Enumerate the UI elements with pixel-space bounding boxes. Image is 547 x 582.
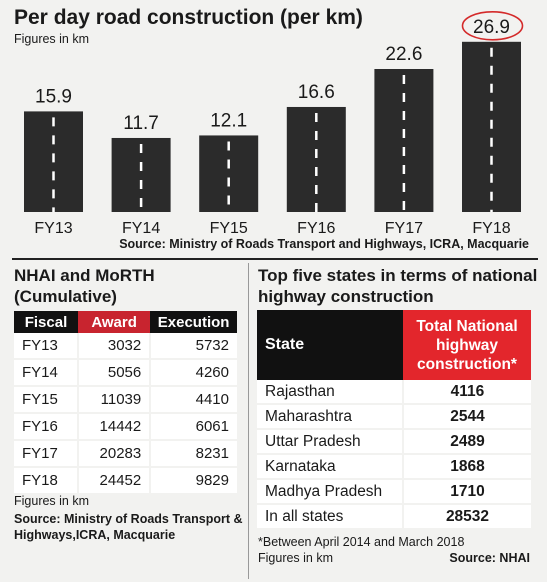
column-divider	[248, 263, 249, 579]
state-cell: Maharashtra	[257, 404, 403, 430]
table2-source: Source: NHAI	[449, 551, 530, 565]
fiscal-cell: FY13	[14, 333, 78, 360]
table1-header-execution: Execution	[150, 311, 237, 333]
table-row: Uttar Pradesh 2489	[257, 429, 531, 455]
table1-source: Source: Ministry of Roads Transport & Hi…	[14, 512, 243, 542]
category-label: FY18	[472, 220, 510, 237]
table-row: FY14 5056 4260	[14, 359, 237, 387]
chart-subtitle: Figures in km	[14, 32, 90, 46]
table1-header-award: Award	[77, 311, 151, 333]
table2-note: Figures in km	[258, 551, 334, 565]
execution-cell: 4410	[149, 386, 237, 414]
table1-header-fiscal: Fiscal	[14, 311, 78, 333]
state-cell: Madhya Pradesh	[257, 479, 403, 505]
table-row: FY16 14442 6061	[14, 413, 237, 441]
award-cell: 20283	[76, 440, 151, 468]
award-cell: 5056	[76, 359, 151, 387]
total-cell: 1710	[402, 479, 531, 505]
state-cell: In all states	[257, 504, 403, 530]
table-row: FY13 3032 5732	[14, 333, 237, 360]
category-label: FY13	[34, 220, 72, 237]
table-row: FY18 24452 9829	[14, 467, 237, 495]
total-cell: 2489	[402, 429, 531, 455]
value-label: 22.6	[385, 44, 422, 65]
top-states-table: State Total National highway constructio…	[257, 310, 531, 530]
category-label: FY16	[297, 220, 335, 237]
value-label: 16.6	[298, 82, 335, 103]
table-row: FY17 20283 8231	[14, 440, 237, 468]
execution-cell: 6061	[149, 413, 237, 441]
total-cell: 2544	[402, 404, 531, 430]
award-cell: 3032	[76, 333, 151, 360]
table2-header-row: State Total National highway constructio…	[257, 310, 531, 380]
bar-FY16	[286, 106, 346, 212]
state-cell: Uttar Pradesh	[257, 429, 403, 455]
execution-cell: 9829	[149, 467, 237, 495]
execution-cell: 8231	[149, 440, 237, 468]
bar-chart: 15.9 FY13 11.7 FY14 12.1 FY15 16.6 FY16 22.6 FY17…	[24, 10, 524, 237]
table1-note: Figures in km	[14, 494, 90, 508]
value-label: 15.9	[35, 86, 72, 107]
chart-title: Per day road construction (per km)	[14, 6, 363, 29]
value-label: 11.7	[123, 113, 159, 134]
category-label: FY14	[122, 220, 160, 237]
section-divider	[12, 258, 538, 260]
table-row: Rajasthan 4116	[257, 380, 531, 405]
category-label: FY17	[385, 220, 423, 237]
award-cell: 14442	[76, 413, 151, 441]
execution-cell: 5732	[149, 333, 237, 360]
table2-header-state: State	[257, 310, 403, 380]
chart-source: Source: Ministry of Roads Transport and …	[119, 237, 529, 251]
table1-title: NHAI and MoRTH (Cumulative)	[14, 266, 155, 306]
value-label: 26.9	[473, 17, 510, 38]
fiscal-cell: FY14	[14, 359, 78, 387]
category-label: FY15	[210, 220, 248, 237]
state-cell: Rajasthan	[257, 380, 403, 405]
fiscal-cell: FY15	[14, 386, 78, 414]
table2-footnote: *Between April 2014 and March 2018	[258, 535, 465, 549]
total-cell: 28532	[402, 504, 531, 530]
highlight-circle	[461, 10, 524, 41]
total-cell: 1868	[402, 454, 531, 480]
table-row: FY15 11039 4410	[14, 386, 237, 414]
table-row: Madhya Pradesh 1710	[257, 479, 531, 505]
award-cell: 24452	[76, 467, 151, 495]
nhai-morth-table: Fiscal Award Execution FY13 3032 5732 FY14 5…	[14, 311, 237, 495]
state-cell: Karnataka	[257, 454, 403, 480]
table-row: In all states 28532	[257, 504, 531, 530]
total-cell: 4116	[402, 380, 531, 405]
fiscal-cell: FY17	[14, 440, 78, 468]
fiscal-cell: FY18	[14, 467, 78, 495]
table-row: Karnataka 1868	[257, 454, 531, 480]
table1-header-row: Fiscal Award Execution	[14, 311, 237, 333]
table2-title: Top five states in terms of national hig…	[258, 266, 538, 306]
fiscal-cell: FY16	[14, 413, 78, 441]
execution-cell: 4260	[149, 359, 237, 387]
table-row: Maharashtra 2544	[257, 404, 531, 430]
table2-header-total: Total National highway construction*	[403, 310, 531, 380]
award-cell: 11039	[76, 386, 151, 414]
value-label: 12.1	[210, 110, 247, 131]
